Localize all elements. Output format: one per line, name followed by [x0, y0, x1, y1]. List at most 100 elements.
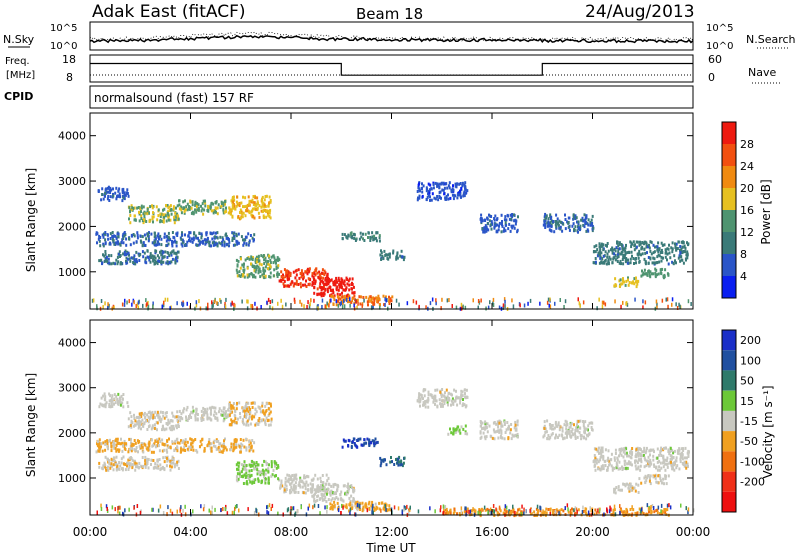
velocity-cell — [352, 487, 354, 491]
power-cell — [329, 294, 332, 298]
velocity-cell — [629, 508, 632, 511]
power-cell — [132, 298, 135, 303]
power-cell — [661, 243, 664, 247]
velocity-cell — [106, 465, 109, 469]
velocity-cell — [113, 446, 116, 450]
power-cell — [189, 239, 192, 243]
velocity-cell — [539, 509, 542, 513]
power-cell — [398, 302, 400, 307]
power-cell — [170, 253, 173, 257]
velocity-cell — [549, 426, 552, 430]
velocity-cell — [145, 419, 148, 423]
power-cell — [171, 244, 174, 248]
velocity-cell — [569, 423, 572, 427]
power-cell — [223, 244, 226, 248]
power-cell — [138, 254, 141, 258]
power-cell — [136, 206, 139, 210]
velocity-cell — [341, 498, 344, 502]
velocity-cell — [179, 419, 182, 423]
power-cell — [346, 282, 349, 286]
velocity-cell — [455, 395, 458, 399]
velocity-cell — [644, 480, 647, 484]
power-cell — [103, 232, 105, 236]
power-cell — [325, 304, 328, 309]
velocity-cell — [424, 400, 427, 404]
power-cell — [418, 196, 421, 200]
power-cell — [231, 236, 234, 240]
power-cell — [211, 241, 214, 245]
power-cell — [181, 231, 183, 235]
power-cell — [156, 218, 159, 222]
power-cell — [234, 303, 236, 308]
power-cell — [118, 187, 121, 191]
power-cell — [509, 229, 512, 233]
velocity-cell — [104, 398, 107, 402]
velocity-region — [279, 473, 331, 495]
velocity-cell — [173, 427, 175, 431]
power-cell — [166, 255, 169, 259]
velocity-cell — [120, 394, 123, 398]
power-cell — [660, 248, 663, 252]
power-cell — [237, 241, 240, 245]
velocity-cell — [555, 508, 558, 512]
power-cell — [546, 224, 549, 228]
velocity-cell — [261, 401, 264, 405]
velocity-cell — [495, 507, 497, 512]
power-cell — [161, 304, 163, 309]
velocity-cell — [479, 514, 482, 518]
velocity-cell — [130, 425, 133, 429]
velocity-cell — [492, 421, 495, 425]
power-cell — [660, 268, 663, 272]
velocity-cell — [176, 463, 179, 467]
power-cell — [656, 255, 659, 259]
velocity-cell — [452, 432, 455, 436]
power-cell — [492, 303, 495, 307]
power-cell — [593, 245, 596, 249]
power-cell — [559, 225, 562, 229]
power-cell — [324, 304, 326, 309]
velocity-cell — [349, 500, 352, 503]
power-cell — [451, 304, 453, 308]
velocity-cell — [570, 430, 573, 434]
power-cell — [462, 192, 465, 196]
velocity-cell — [454, 430, 457, 434]
velocity-cell — [327, 488, 330, 491]
velocity-cell — [350, 494, 353, 498]
velocity-cell — [462, 398, 464, 401]
velocity-cell — [665, 512, 668, 516]
velocity-cell — [590, 426, 593, 429]
velocity-cell — [608, 462, 611, 466]
velocity-cell — [345, 493, 348, 497]
power-cell — [234, 207, 237, 211]
velocity-cell — [466, 507, 469, 511]
velocity-cell — [324, 495, 327, 499]
velocity-cell — [610, 458, 613, 462]
velocity-cell — [682, 449, 685, 453]
power-cell — [686, 241, 688, 245]
velocity-cell — [373, 444, 376, 448]
power-cell — [260, 254, 263, 258]
power-cell — [186, 208, 189, 212]
power-cell — [211, 300, 213, 305]
velocity-cell — [97, 449, 100, 453]
velocity-cell — [232, 402, 235, 405]
power-cell — [298, 276, 301, 280]
power-cell — [275, 261, 277, 265]
power-cell — [445, 197, 448, 201]
power-cell — [644, 251, 647, 255]
velocity-cell — [184, 504, 186, 509]
power-cell — [341, 291, 343, 295]
velocity-cell — [579, 434, 582, 437]
power-cell — [152, 211, 154, 215]
power-cell — [665, 250, 667, 254]
velocity-cell — [290, 490, 293, 494]
velocity-cell — [661, 481, 664, 485]
velocity-cell — [376, 440, 379, 444]
velocity-cell — [195, 412, 198, 416]
power-cell — [118, 250, 121, 254]
power-cell — [347, 293, 349, 297]
power-cell — [287, 270, 290, 274]
velocity-cell — [545, 430, 548, 434]
power-cell — [503, 218, 506, 222]
power-cell — [242, 271, 245, 274]
